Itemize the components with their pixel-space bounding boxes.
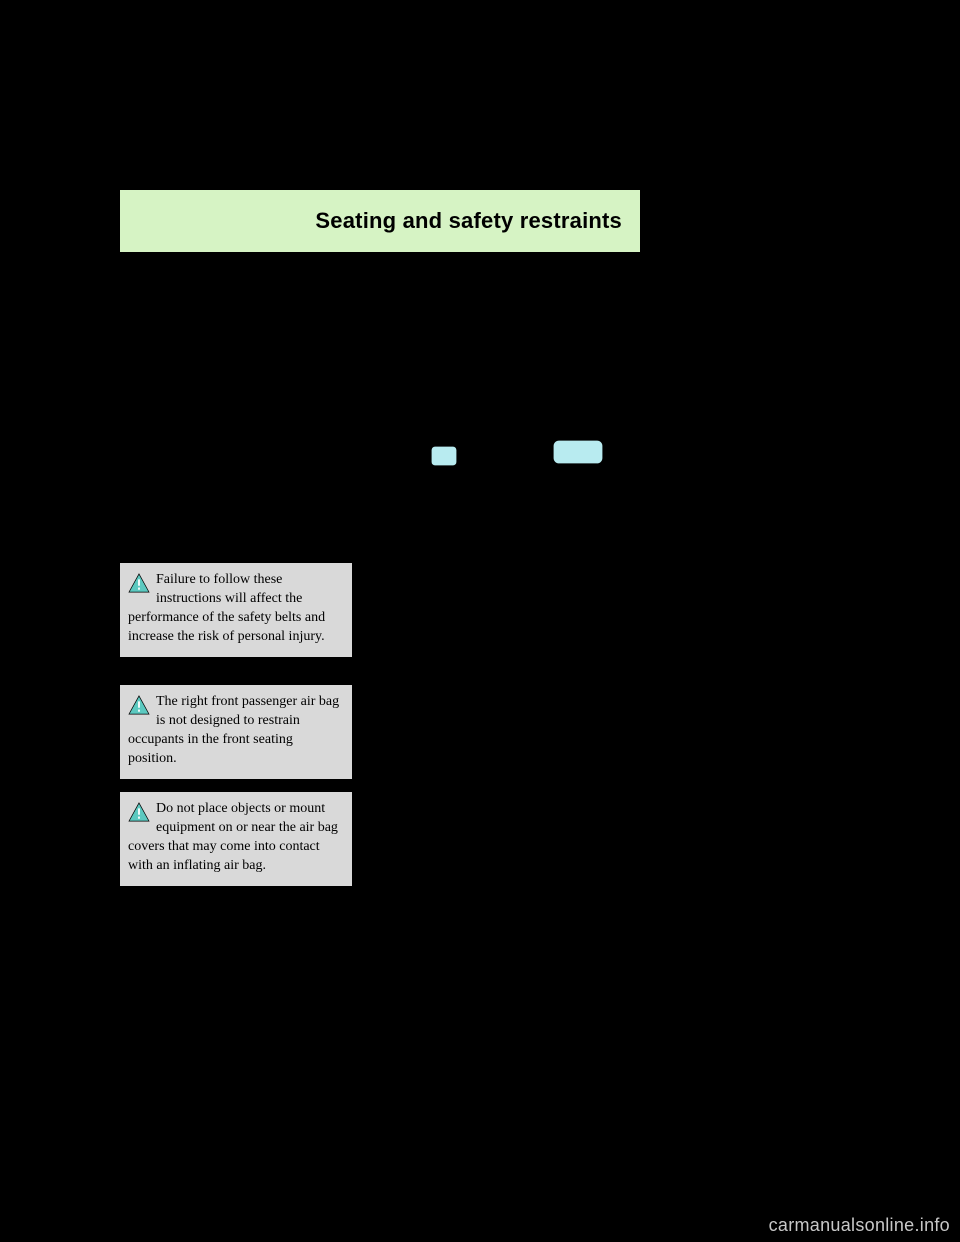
manual-page: Seating and safety restraints The air ba… <box>0 0 960 1242</box>
warning-text: The right front passenger air bag is not… <box>128 694 339 766</box>
watermark-text: carmanualsonline.info <box>769 1215 950 1236</box>
warning-text: Do not place objects or mount equipment … <box>128 801 338 873</box>
warning-triangle-icon <box>128 573 150 600</box>
warning-text: Failure to follow these instructions wil… <box>128 572 325 644</box>
dashboard-airbag-illustration <box>375 400 640 520</box>
warning-box: Do not place objects or mount equipment … <box>120 792 352 886</box>
page-number: 61 <box>605 1068 620 1085</box>
warning-box: The right front passenger air bag is not… <box>120 685 352 779</box>
warning-triangle-icon <box>128 695 150 722</box>
warning-triangle-icon <box>128 802 150 829</box>
warning-box: Failure to follow these instructions wil… <box>120 563 352 657</box>
section-title: Seating and safety restraints <box>315 208 622 234</box>
section-header-band: Seating and safety restraints <box>120 190 640 252</box>
intro-paragraph: The air bags inflate and deflate rapidly… <box>120 285 352 569</box>
